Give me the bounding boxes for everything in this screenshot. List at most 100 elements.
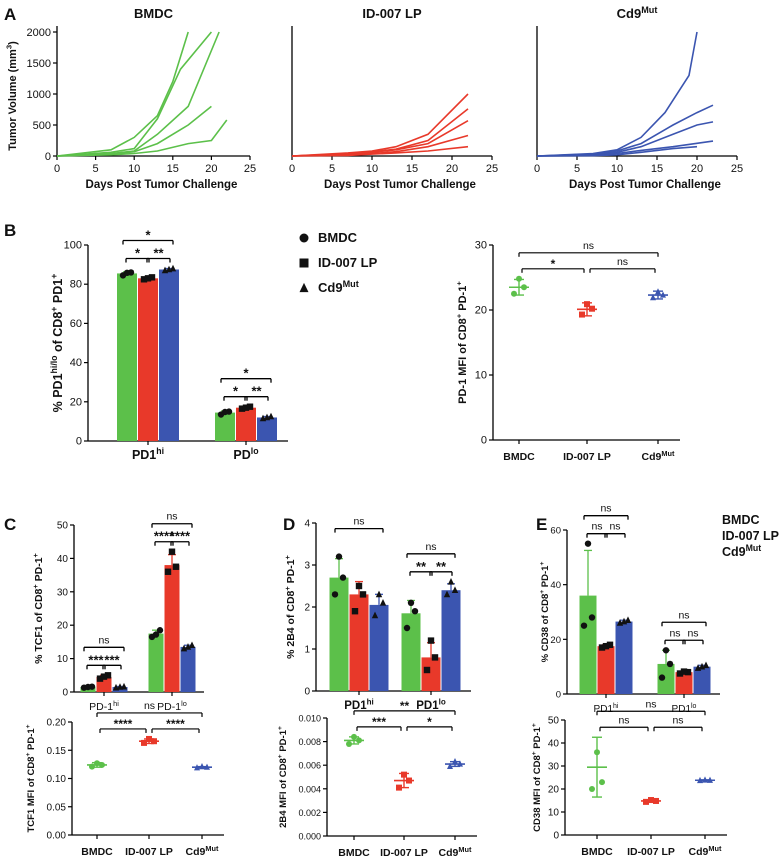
circle-marker: [84, 683, 92, 691]
triangle-marker: [165, 265, 173, 273]
y-tick-label: 30: [548, 762, 560, 773]
circle-marker: [221, 408, 229, 416]
bar: [236, 407, 256, 441]
square-marker: [423, 666, 431, 674]
category-label: PD1hi: [594, 703, 619, 715]
circle-marker: [356, 737, 362, 744]
square-marker: [401, 771, 407, 778]
triangle-marker: [263, 413, 271, 421]
y-tick-label: 40: [550, 580, 561, 591]
circle-marker: [346, 740, 352, 747]
panel-letter-b: B: [4, 221, 16, 240]
circle-marker: [589, 786, 595, 792]
circle-icon: [299, 233, 309, 243]
y-axis-label: % PD1hi/lo of CD8+ PD1+: [49, 274, 65, 413]
y-tick-label: 20: [548, 785, 560, 796]
bar-chart-b1: 0 20 40 60 80 100 % PD1hi/lo of CD8+ PD1+ PD1hi…: [49, 228, 288, 462]
significance-label: ns: [425, 541, 436, 553]
x-tick-label: 15: [651, 163, 663, 175]
tumor-growth-line: [56, 119, 228, 157]
triangle-marker: [660, 291, 666, 298]
triangle-marker: [624, 616, 632, 623]
circle-marker: [335, 553, 343, 560]
circle-marker: [594, 749, 600, 756]
y-tick-label: 0.006: [298, 761, 321, 771]
category-label: ID-007 LP: [125, 846, 173, 858]
triangle-marker: [447, 762, 453, 769]
square-marker: [602, 642, 610, 650]
square-marker: [351, 608, 359, 615]
x-tick-label: 20: [691, 163, 703, 175]
square-marker: [355, 582, 363, 590]
bar: [180, 646, 196, 692]
bar: [148, 633, 164, 692]
y-tick-label: 0: [553, 831, 559, 842]
triangle-marker: [371, 611, 379, 619]
y-tick-label: 0.10: [47, 774, 67, 785]
category-label: BMDC: [338, 847, 370, 859]
y-axis-label: 2B4 MFI of CD8+ PD-1+: [277, 726, 289, 828]
significance-label: ns: [98, 634, 109, 646]
y-axis-label: % CD38 of CD8+ PD-1+: [539, 562, 551, 663]
triangle-marker: [169, 264, 177, 272]
significance-label: **: [251, 384, 262, 399]
y-tick-label: 40: [548, 739, 560, 750]
circle-marker: [521, 284, 527, 291]
y-tick-label: 1500: [27, 58, 51, 70]
triangle-marker: [379, 599, 387, 606]
circle-marker: [99, 761, 105, 768]
significance-label: ns: [687, 627, 698, 639]
square-marker: [242, 404, 250, 411]
y-axis-label: % 2B4 of CD8+ PD-1+: [283, 555, 297, 659]
legend-label: ID-007 LP: [722, 529, 779, 543]
square-marker: [427, 637, 435, 644]
x-tick-label: 20: [205, 163, 217, 175]
y-tick-label: 20: [550, 635, 561, 646]
y-tick-label: 80: [70, 279, 82, 291]
x-tick-label: 0: [289, 163, 295, 175]
x-tick-label: 15: [167, 163, 179, 175]
square-icon: [299, 258, 309, 268]
triangle-marker: [655, 288, 661, 295]
circle-marker: [658, 674, 666, 681]
category-label: PD-1hi: [89, 699, 119, 713]
circle-marker: [411, 608, 419, 615]
y-tick-label: 10: [548, 808, 560, 819]
circle-marker: [407, 599, 415, 606]
circle-marker: [152, 631, 160, 638]
triangle-marker: [452, 758, 458, 765]
bar: [369, 604, 389, 691]
x-tick-label: 15: [406, 163, 418, 175]
bar: [421, 657, 441, 691]
x-tick-label: 10: [611, 163, 623, 175]
triangle-marker: [184, 643, 192, 650]
line-chart-a1: BMDC 0 5 10 15 20 25 0 500 1000 1500 2000 Days Post …: [5, 6, 257, 191]
square-marker: [396, 784, 402, 791]
line-chart-a3: Cd9Mut 0 5 10 15 20 25 Days Post Tumor Challeng…: [534, 5, 743, 191]
x-tick-label: 0: [534, 163, 540, 175]
square-marker: [238, 405, 246, 412]
significance-label: ***: [372, 715, 386, 729]
circle-marker: [588, 614, 596, 621]
circle-marker: [156, 627, 164, 634]
line-chart-a2: ID-007 LP 0 5 10 15 20 25 Days Post Tumor Chall…: [289, 6, 498, 191]
x-axis-label: Days Post Tumor Challenge: [569, 179, 721, 191]
square-marker: [164, 568, 172, 575]
square-marker: [246, 403, 254, 410]
category-label: PDlo: [233, 446, 258, 462]
bar: [117, 273, 137, 441]
significance-label: ns: [591, 521, 602, 533]
circle-marker: [351, 733, 357, 740]
legend-label: Cd9Mut: [318, 279, 359, 295]
y-tick-label: 0.002: [298, 808, 321, 818]
tumor-growth-line: [536, 31, 698, 157]
y-tick-label: 60: [550, 526, 561, 537]
square-marker: [584, 301, 590, 308]
triangle-marker: [451, 586, 459, 593]
square-marker: [100, 673, 108, 680]
bar: [693, 666, 711, 694]
circle-marker: [580, 622, 588, 629]
x-tick-label: 5: [329, 163, 335, 175]
significance-label: ns: [618, 714, 629, 726]
